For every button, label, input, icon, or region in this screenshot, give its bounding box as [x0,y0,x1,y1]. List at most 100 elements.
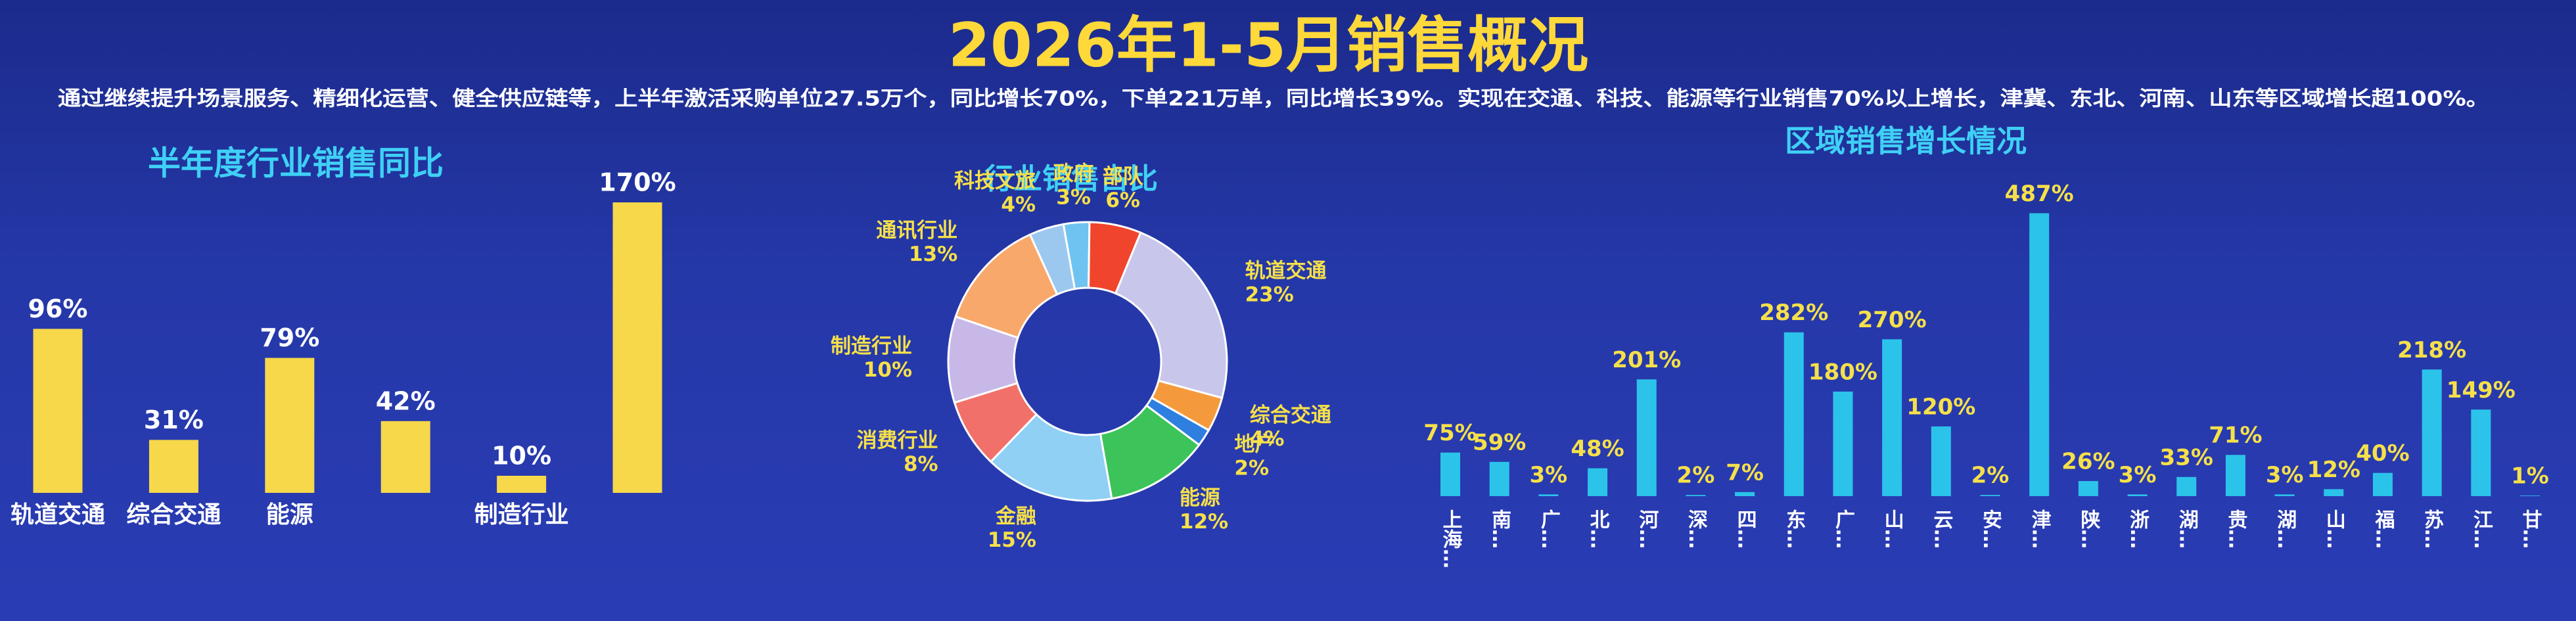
bar [2372,472,2393,496]
slice-value: 8% [904,452,938,476]
category-label: 湖… [2175,509,2199,549]
slice-value: 10% [863,358,912,382]
bar [1588,468,1608,496]
chart-title: 区域销售增长情况 [1785,124,2027,159]
bar [1980,495,2000,496]
category-label: 浙… [2126,509,2150,549]
category-label: 山… [2322,509,2345,549]
category-label: 轨道交通 [11,501,105,528]
category-label: 云… [1929,509,1952,549]
bar [149,440,198,493]
bar [2274,494,2295,496]
slice-name: 能源 [1180,486,1220,510]
value-label: 2% [1971,463,2010,489]
slice-name: 地产 [1234,433,1275,457]
slice-value: 23% [1245,283,1294,307]
category-label: 南… [1488,509,1511,549]
category-label: 北… [1586,509,1610,549]
value-label: 48% [1571,436,1624,462]
category-label: 广… [1831,509,1855,549]
value-label: 12% [2307,457,2360,483]
category-label: 湖… [2273,509,2297,549]
slice-name: 轨道交通 [1245,260,1327,283]
slice-value: 12% [1180,510,1228,534]
category-label: 广… [1537,509,1561,549]
value-label: 40% [2356,440,2409,467]
slice-value: 4% [1001,193,1036,216]
category-label: 江… [2470,509,2493,549]
bar [1686,495,1706,496]
slice-name: 科技文旅 [954,169,1036,193]
bar [2127,494,2148,496]
value-label: 149% [2447,377,2516,403]
category-label: 安… [1979,509,2002,549]
value-label: 218% [2397,337,2466,363]
value-label: 180% [1808,359,1877,385]
category-label: 能源 [266,501,313,528]
slice-name: 综合交通 [1250,403,1331,427]
value-label: 170% [599,168,676,197]
value-label: 33% [2160,444,2213,471]
value-label: 71% [2209,423,2262,449]
donut-slice [1028,223,1076,296]
bar [2029,213,2050,496]
slice-name: 制造行业 [831,334,912,358]
category-label: 津… [2028,509,2052,549]
category-label: 深… [1684,509,1708,549]
value-label: 3% [2266,462,2304,488]
value-label: 26% [2061,449,2115,475]
category-label: 东… [1782,509,1805,549]
value-label: 201% [1612,347,1681,373]
donut-slice [1114,231,1228,400]
slice-value: 13% [909,242,957,266]
bar [1833,391,1853,496]
bar [1882,339,1902,496]
value-label: 3% [2119,462,2157,488]
value-label: 31% [144,405,204,434]
category-label: 综合交通 [126,501,221,528]
category-label: 陕… [2077,509,2100,549]
value-label: 79% [260,323,319,352]
bar [1783,332,1804,496]
value-label: 2% [1677,463,1715,489]
bar [380,421,430,493]
slide-subtitle: 通过继续提升场景服务、精细化运营、健全供应链等，上半年激活采购单位27.5万个，… [58,87,2489,111]
slice-name: 金融 [995,505,1036,528]
value-label: 96% [28,294,88,323]
donut-slice [989,413,1113,502]
slice-value: 2% [1234,457,1269,480]
value-label: 7% [1726,459,1764,486]
bar [2176,476,2197,496]
value-label: 120% [1906,394,1975,420]
chart-title: 行业销售占比 [984,162,1158,196]
bar [2422,369,2442,496]
category-label: 福… [2371,509,2395,549]
bar [1931,426,1951,496]
value-label: 10% [492,442,551,471]
bar [1440,452,1460,496]
slice-value: 6% [1105,189,1140,212]
value-label: 487% [2005,181,2074,207]
chart-title: 半年度行业销售同比 [148,145,444,183]
slice-name: 部队 [1103,165,1144,189]
bar [1489,461,1509,496]
bar [497,476,547,493]
bar [1735,492,1755,496]
bar [1636,379,1657,496]
value-label: 282% [1759,300,1828,326]
value-label: 75% [1423,420,1477,446]
bar [612,202,662,493]
bar [265,357,315,493]
bar [2078,481,2098,496]
slice-name: 通讯行业 [876,219,957,242]
slice-value: 15% [988,528,1036,552]
value-label: 59% [1473,429,1526,455]
bar [2520,495,2540,496]
bar [33,329,83,493]
category-label: 山… [1881,509,1904,549]
category-label: 四… [1734,509,1757,549]
value-label: 3% [1529,462,1567,488]
value-label: 1% [2511,463,2549,490]
slice-value: 3% [1056,185,1091,209]
